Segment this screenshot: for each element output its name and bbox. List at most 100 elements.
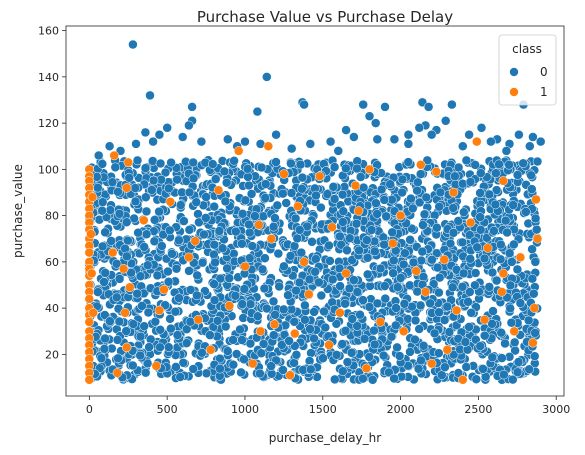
data-point-class-0 (141, 229, 152, 239)
data-point-class-0 (210, 174, 221, 184)
data-point-class-0 (294, 277, 305, 288)
data-point-class-1 (448, 187, 459, 198)
data-point-class-0 (367, 375, 378, 385)
data-point-class-0 (99, 344, 110, 354)
data-point-class-0 (325, 136, 336, 147)
data-point-class-0 (386, 331, 397, 342)
data-point-class-0 (112, 335, 123, 345)
data-point-class-0 (181, 338, 192, 348)
data-point-class-0 (364, 302, 375, 312)
data-point-class-0 (337, 339, 348, 349)
data-point-class-0 (196, 136, 207, 147)
data-point-class-0 (100, 333, 110, 344)
data-point-class-0 (445, 238, 456, 249)
data-point-class-1 (442, 345, 453, 355)
data-point-class-0 (192, 270, 202, 281)
data-point-class-1 (254, 220, 264, 230)
y-tick-label: 40 (45, 302, 59, 315)
data-point-class-0 (309, 307, 319, 317)
data-point-class-0 (448, 228, 459, 238)
data-point-class-0 (362, 253, 373, 263)
data-point-class-0 (434, 307, 444, 318)
data-point-class-0 (487, 352, 498, 363)
data-point-class-0 (284, 336, 294, 346)
data-point-class-0 (530, 328, 540, 338)
data-point-class-1 (118, 264, 129, 274)
data-point-class-1 (151, 361, 162, 371)
data-point-class-0 (376, 184, 387, 195)
data-point-class-0 (128, 319, 139, 329)
y-axis: 20 40 60 80 100 120 140 160 (38, 25, 66, 361)
data-point-class-1 (299, 257, 309, 267)
data-point-class-0 (417, 246, 428, 257)
data-point-class-0 (188, 173, 199, 184)
data-point-class-0 (346, 348, 357, 358)
data-point-class-0 (497, 353, 507, 363)
data-point-class-0 (372, 134, 383, 145)
data-point-class-0 (114, 274, 125, 284)
data-point-class-0 (464, 129, 474, 140)
data-point-class-1 (532, 234, 543, 244)
data-point-class-0 (499, 369, 509, 380)
data-point-class-0 (416, 255, 427, 266)
data-point-class-0 (209, 201, 219, 212)
data-point-class-0 (427, 254, 437, 265)
data-point-class-0 (93, 150, 104, 161)
data-point-class-0 (380, 102, 390, 112)
data-point-class-1 (86, 229, 96, 239)
data-point-class-0 (140, 127, 151, 138)
data-point-class-0 (347, 314, 358, 324)
data-point-class-0 (120, 243, 130, 254)
data-point-class-0 (414, 324, 424, 334)
x-axis-label: purchase_delay_hr (269, 431, 381, 445)
data-point-class-0 (222, 263, 232, 274)
data-point-class-0 (372, 209, 382, 219)
data-point-class-0 (434, 348, 444, 358)
data-point-class-0 (268, 221, 279, 232)
data-point-class-0 (415, 169, 426, 179)
data-point-class-0 (220, 196, 231, 207)
data-point-class-0 (320, 322, 331, 333)
data-point-class-0 (434, 272, 445, 283)
data-point-class-0 (160, 167, 171, 178)
data-point-class-0 (432, 222, 442, 233)
data-point-class-0 (450, 171, 460, 182)
data-point-class-0 (114, 316, 125, 327)
data-point-class-0 (504, 248, 515, 258)
legend-marker-0 (509, 67, 519, 77)
data-point-class-0 (149, 215, 160, 225)
data-point-class-0 (231, 226, 241, 237)
data-point-class-0 (105, 316, 115, 326)
data-point-class-0 (139, 242, 149, 252)
data-point-class-0 (372, 298, 383, 309)
data-point-class-0 (135, 350, 145, 361)
data-point-class-0 (177, 132, 188, 142)
data-point-class-0 (142, 358, 153, 369)
data-point-class-0 (351, 218, 362, 229)
data-point-class-0 (163, 342, 174, 352)
data-point-class-1 (528, 338, 538, 348)
x-tick-label: 1500 (309, 403, 337, 416)
data-point-class-0 (329, 162, 340, 172)
data-point-class-0 (491, 168, 501, 178)
data-point-class-0 (244, 253, 255, 263)
data-point-class-0 (96, 353, 107, 363)
data-point-class-0 (331, 350, 342, 360)
data-point-class-0 (527, 244, 537, 254)
data-point-class-0 (331, 319, 342, 329)
data-point-class-0 (530, 257, 541, 267)
data-point-class-0 (152, 270, 163, 281)
data-point-class-0 (371, 198, 381, 208)
data-point-class-0 (413, 177, 423, 188)
data-point-class-0 (378, 350, 389, 361)
data-point-class-0 (504, 160, 514, 170)
data-point-class-0 (271, 157, 281, 167)
data-point-class-0 (415, 300, 426, 311)
data-point-class-0 (124, 173, 134, 183)
data-point-class-0 (135, 331, 146, 342)
data-point-class-0 (259, 283, 270, 294)
data-point-class-0 (466, 308, 476, 318)
data-point-class-0 (185, 285, 196, 295)
data-point-class-0 (271, 129, 281, 140)
data-point-class-1 (482, 243, 493, 253)
